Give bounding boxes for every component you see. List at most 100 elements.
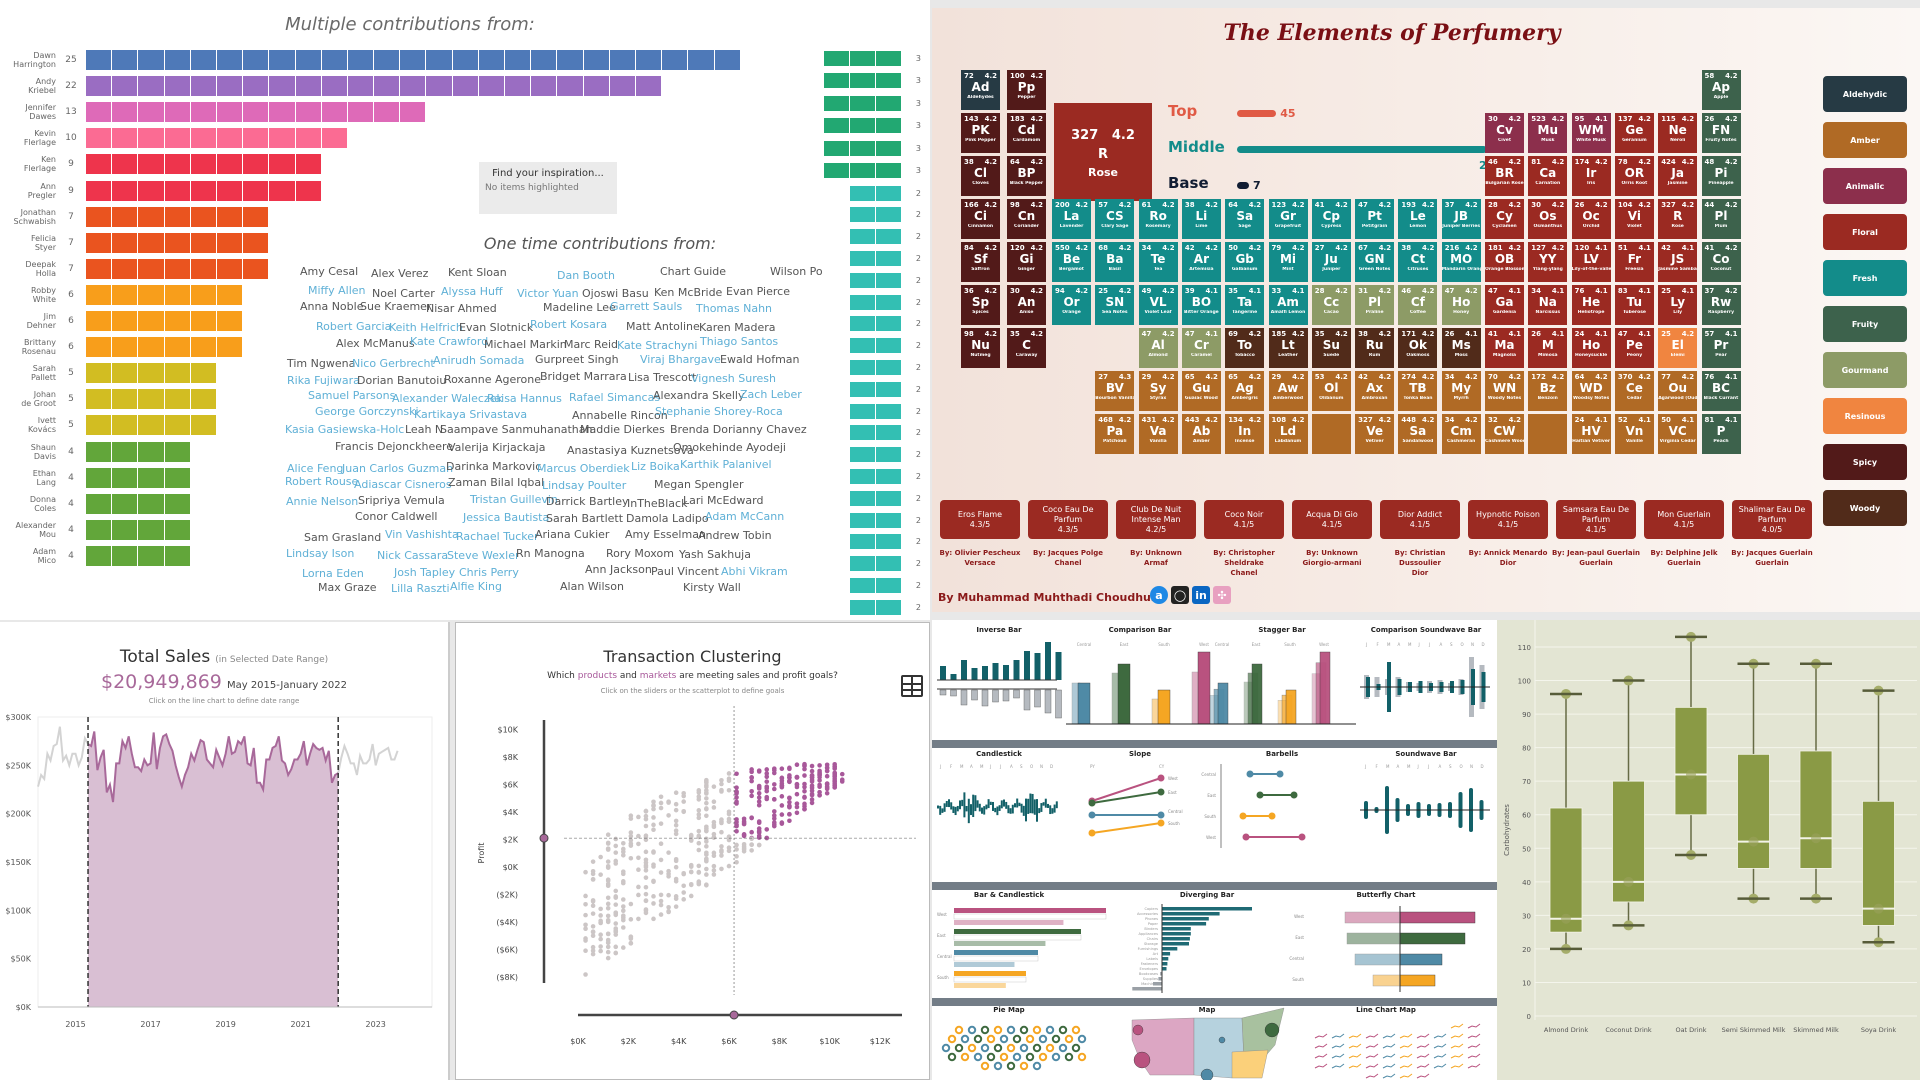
goal-met-point[interactable] [839, 779, 845, 784]
element-tile[interactable]: 42 4.2 Ar Artemisia [1181, 242, 1221, 282]
contributor-link[interactable]: Lorna Eden [302, 566, 364, 580]
legend-woody[interactable]: Woody [1823, 490, 1907, 526]
element-tile[interactable]: 57 4.1 Pr Pear [1701, 328, 1741, 368]
transaction-point[interactable] [583, 926, 588, 932]
unselected-line-after[interactable] [337, 742, 399, 776]
transaction-point[interactable] [696, 812, 702, 817]
element-tile[interactable]: 120 4.1 LV Lily-of-the-valley [1571, 242, 1611, 282]
goal-met-point[interactable] [787, 812, 792, 817]
right-contributor-row[interactable]: 2 [823, 205, 921, 225]
transaction-point[interactable] [666, 904, 671, 910]
transaction-point[interactable] [590, 859, 596, 864]
transaction-point[interactable] [719, 829, 724, 835]
element-tile[interactable]: 79 4.2 Mi Mint [1268, 242, 1308, 282]
transaction-point[interactable] [673, 864, 679, 870]
perfume-card[interactable]: Coco Noir 4.1/5 [1204, 500, 1284, 539]
transaction-point[interactable] [704, 852, 709, 857]
contributor-link[interactable]: Karthik Palanivel [680, 457, 772, 471]
transaction-point[interactable] [605, 832, 611, 838]
transaction-point[interactable] [605, 847, 611, 852]
element-tile[interactable]: 193 4.2 Le Lemon [1398, 199, 1438, 239]
goal-met-point[interactable] [772, 823, 777, 829]
legend-fresh[interactable]: Fresh [1823, 260, 1907, 296]
element-tile[interactable]: 26 4.2 FN Fruity Notes [1701, 113, 1741, 153]
goal-met-point[interactable] [787, 803, 792, 809]
transaction-point[interactable] [681, 809, 686, 815]
contributor-link[interactable]: Juan Carlos Guzman [342, 461, 454, 475]
contributor-row[interactable]: Jennifer Dawes 13 [0, 99, 426, 125]
element-tile[interactable]: 185 4.2 Lt Leather [1268, 328, 1308, 368]
transaction-point[interactable] [643, 813, 649, 819]
element-tile[interactable]: 443 4.2 Ab Amber [1181, 414, 1221, 454]
perfume-card[interactable]: Mon Guerlain 4.1/5 [1644, 500, 1724, 539]
contributor-link[interactable]: Ojoswi Basu [582, 286, 649, 300]
transaction-point[interactable] [756, 842, 762, 848]
goal-met-point[interactable] [794, 762, 800, 767]
transaction-point[interactable] [643, 823, 649, 829]
goal-met-point[interactable] [749, 775, 754, 780]
goal-met-point[interactable] [764, 794, 770, 800]
contributor-link[interactable]: Ewald Hofman [720, 352, 800, 366]
contributor-link[interactable]: Amy Esselman [625, 527, 706, 541]
contributor-link[interactable]: Zaman Bilal Iqbal [448, 476, 545, 489]
element-tile[interactable]: 58 4.2 Ap Apple [1701, 70, 1741, 110]
transaction-point[interactable] [643, 809, 649, 814]
transaction-point[interactable] [688, 864, 694, 869]
contributor-row[interactable]: Donna Coles 4 [0, 491, 190, 517]
transaction-point[interactable] [590, 898, 596, 903]
element-tile[interactable]: 27 4.2 Ju Juniper [1311, 242, 1351, 282]
transaction-point[interactable] [621, 840, 626, 846]
transaction-point[interactable] [658, 892, 664, 898]
sales-slider-handle[interactable] [729, 1010, 739, 1020]
transaction-point[interactable] [621, 869, 626, 874]
transaction-point[interactable] [636, 814, 641, 820]
transaction-point[interactable] [613, 888, 619, 894]
legend-spicy[interactable]: Spicy [1823, 444, 1907, 480]
contributor-link[interactable]: Garrett Sauls [610, 300, 683, 313]
goal-met-point[interactable] [809, 773, 815, 778]
transaction-point[interactable] [673, 896, 679, 902]
transaction-point[interactable] [605, 841, 611, 846]
contributor-link[interactable]: Rory Moxom [606, 547, 674, 560]
transaction-point[interactable] [658, 902, 664, 908]
goal-met-point[interactable] [772, 820, 777, 825]
goal-met-point[interactable] [832, 770, 837, 776]
goal-met-point[interactable] [809, 788, 815, 794]
transaction-point[interactable] [590, 948, 596, 954]
goal-met-point[interactable] [764, 786, 770, 791]
element-tile[interactable]: 448 4.2 Sa Sandalwood [1398, 414, 1438, 454]
transaction-point[interactable] [666, 813, 671, 818]
element-tile[interactable]: 78 4.2 OR Orris Root [1614, 156, 1654, 196]
element-tile[interactable]: 68 4.2 Ba Basil [1095, 242, 1135, 282]
contributor-row[interactable]: Kevin Flerlage 10 [0, 125, 347, 151]
contributor-link[interactable]: Anirudh Somada [433, 353, 525, 367]
element-tile[interactable]: 181 4.2 OB Orange Blossom [1485, 242, 1524, 282]
goal-met-point[interactable] [764, 771, 770, 776]
transaction-point[interactable] [598, 906, 603, 912]
transaction-point[interactable] [628, 901, 634, 907]
goal-met-point[interactable] [772, 816, 777, 821]
transaction-point[interactable] [681, 897, 686, 902]
contributor-link[interactable]: Ken McBride [654, 285, 723, 299]
contributor-link[interactable]: Anna Noble [300, 300, 364, 313]
right-contributor-row[interactable]: 2 [823, 532, 921, 552]
element-tile[interactable]: 72 4.2 Ad Aldehydes [961, 70, 1000, 110]
transaction-point[interactable] [613, 929, 619, 934]
transaction-point[interactable] [651, 894, 656, 899]
element-tile[interactable]: 46 4.2 BR Bulgarian Rose [1485, 156, 1524, 196]
goal-met-point[interactable] [809, 800, 815, 806]
goal-met-point[interactable] [734, 795, 739, 800]
transaction-point[interactable] [711, 868, 717, 873]
element-tile[interactable]: 25 4.2 El Elemi [1658, 328, 1698, 368]
transaction-point[interactable] [696, 834, 702, 840]
transaction-point[interactable] [590, 876, 596, 882]
element-tile[interactable]: 274 4.2 TB Tonka Bean [1398, 371, 1438, 411]
transaction-point[interactable] [749, 848, 754, 853]
perfume-card[interactable]: Shalimar Eau De Parfum 4.0/5 [1732, 500, 1812, 539]
element-tile[interactable]: 424 4.2 Ja Jasmine [1658, 156, 1698, 196]
contributor-row[interactable]: Alexander Mou 4 [0, 517, 190, 543]
transaction-point[interactable] [613, 850, 619, 855]
contributor-link[interactable]: InTheBlack [627, 496, 688, 510]
transaction-point[interactable] [598, 854, 603, 860]
contributor-link[interactable]: Rn Manogna [516, 547, 585, 560]
